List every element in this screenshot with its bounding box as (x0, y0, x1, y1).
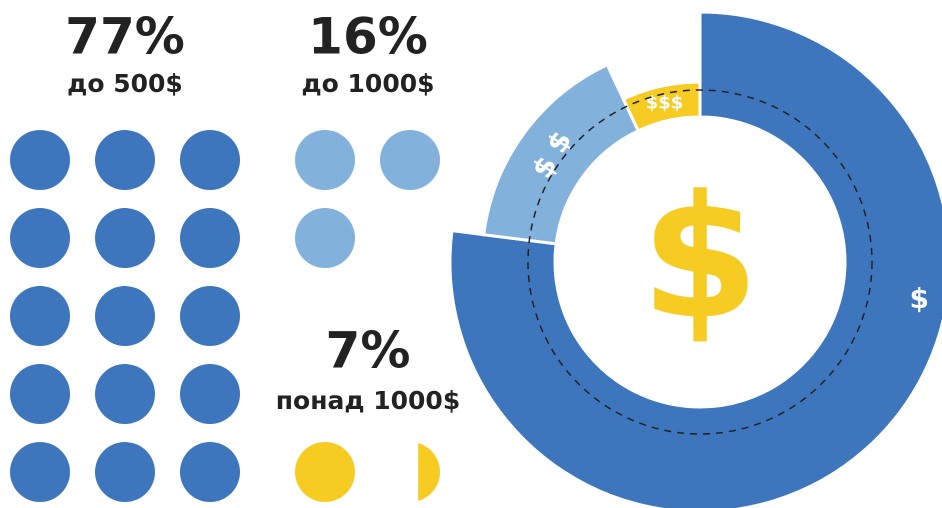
category-label: до 500$ (67, 69, 183, 98)
dot (295, 130, 355, 190)
donut-segment (448, 10, 942, 508)
dot (380, 130, 440, 190)
dot (180, 364, 240, 424)
donut-segment (621, 80, 702, 133)
percent-label: 77% (65, 8, 185, 66)
dot (95, 130, 155, 190)
dot (180, 130, 240, 190)
dot (95, 364, 155, 424)
dot (95, 442, 155, 502)
segment-symbol: $ (910, 282, 929, 315)
dashed-ring (527, 89, 873, 435)
center-symbol: $ (641, 159, 759, 357)
donut-segment (482, 62, 641, 246)
category-label: понад 1000$ (276, 386, 460, 415)
dot (95, 286, 155, 346)
dot (10, 130, 70, 190)
dot (295, 208, 355, 268)
dot (10, 208, 70, 268)
donut: $$ $$$$$ (448, 10, 942, 508)
dot (10, 442, 70, 502)
percent-label: 16% (308, 8, 428, 66)
segment-symbol: $$$ (646, 92, 684, 113)
partial-dot (418, 443, 440, 501)
dot (180, 208, 240, 268)
dot (95, 208, 155, 268)
dot (180, 442, 240, 502)
category-label: до 1000$ (301, 69, 434, 98)
dot (180, 286, 240, 346)
dot (10, 364, 70, 424)
dot (295, 442, 355, 502)
dot (10, 286, 70, 346)
percent-label: 7% (326, 322, 411, 380)
dot-groups (10, 130, 440, 502)
